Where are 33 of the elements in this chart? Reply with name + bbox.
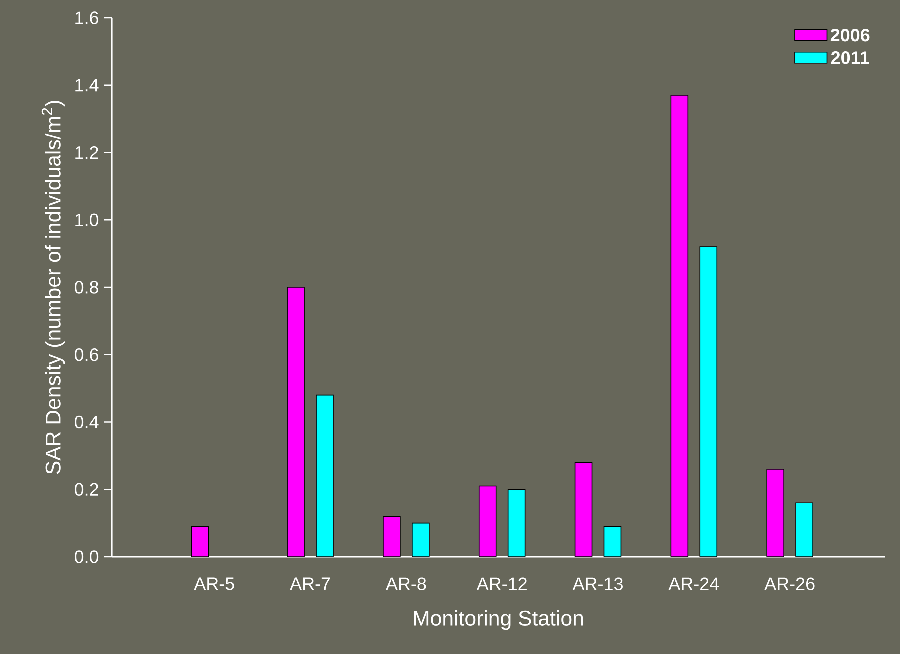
y-tick-label: 1.0 bbox=[76, 214, 99, 226]
bar bbox=[796, 502, 814, 557]
legend-label: 2011 bbox=[831, 52, 870, 64]
x-tick-label: AR-7 bbox=[290, 578, 330, 590]
bar bbox=[191, 526, 210, 557]
bar bbox=[508, 489, 526, 557]
y-tick-label: 1.4 bbox=[76, 79, 99, 92]
x-tick-label: AR-12 bbox=[476, 578, 527, 590]
x-tick-label: AR-13 bbox=[572, 578, 623, 590]
bar bbox=[670, 95, 689, 557]
y-axis-title: SAR Density (number of individuals/m$^{2}$) bbox=[42, 101, 66, 474]
x-tick-label: AR-24 bbox=[668, 578, 720, 590]
y-tick-label: 1.2 bbox=[76, 146, 98, 160]
bar bbox=[478, 486, 497, 557]
y-tick-label: 0.8 bbox=[74, 281, 98, 294]
bar bbox=[287, 287, 305, 557]
x-axis-title: Monitoring Station bbox=[414, 610, 584, 630]
y-tick-label: 1.6 bbox=[76, 12, 98, 24]
x-tick-label: AR-26 bbox=[764, 578, 815, 590]
bar bbox=[383, 516, 401, 557]
x-tick-label: AR-5 bbox=[194, 578, 234, 590]
bar bbox=[412, 522, 430, 557]
x-tick-label: AR-8 bbox=[386, 578, 426, 590]
bar bbox=[766, 469, 784, 557]
y-tick-label: 0.2 bbox=[74, 483, 98, 496]
bar bbox=[316, 394, 334, 557]
y-tick-label: 0.4 bbox=[74, 416, 99, 429]
y-tick-label: 0.6 bbox=[74, 348, 98, 362]
bar bbox=[574, 462, 593, 557]
legend-label: 2006 bbox=[830, 28, 870, 42]
bar bbox=[604, 526, 622, 557]
y-tick-label: 0.0 bbox=[74, 550, 99, 564]
bar bbox=[700, 246, 718, 557]
